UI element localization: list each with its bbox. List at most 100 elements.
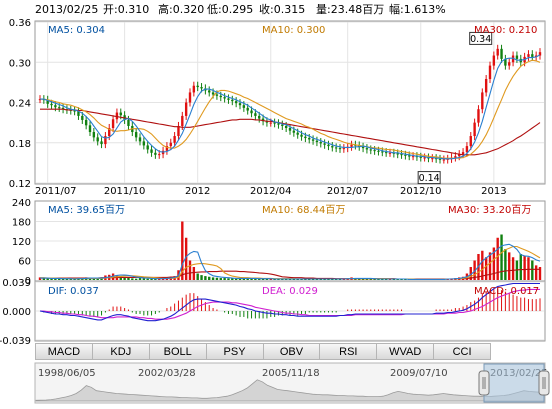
price-candle [127,119,130,126]
header-volume: 量:23.48百万 [316,3,384,16]
volume-bar [61,279,65,280]
macd-lines [39,282,540,322]
price-annotation-label: 0.14 [419,173,440,184]
indicator-tab-bar: MACD KDJ BOLL PSY OBV RSI WVAD CCI [35,343,491,360]
price-candle [423,157,426,159]
volume-bar [369,279,372,280]
price-candle [496,48,499,56]
price-ma-lines [40,54,541,160]
volume-bar [150,279,153,280]
price-candle [192,85,196,93]
volume-bar [538,267,542,280]
price-candle [211,92,215,95]
price-candle [219,95,222,98]
volume-bar [381,279,384,280]
price-candle [288,127,292,131]
price-candle [304,136,307,139]
price-candle [469,136,472,147]
price-candle [173,136,176,143]
macd-dea-line [40,288,540,320]
volume-bar [246,278,249,280]
price-candle [258,115,261,119]
volume-y-tick: 240 [12,198,31,209]
volume-grid [36,221,544,261]
price-candle [458,154,461,157]
volume-bar [92,278,96,280]
volume-bar [484,257,488,280]
macd-y-tick: 0.039 [2,278,31,289]
tab-kdj[interactable]: KDJ [93,344,150,359]
volume-bar [469,267,472,280]
price-candle [208,90,211,93]
price-candle [477,109,480,123]
tab-wvad[interactable]: WVAD [377,344,435,359]
volume-bar [519,254,522,280]
volume-bar [50,278,53,280]
price-candle [396,153,399,155]
volume-bar [100,278,103,280]
tab-rsi[interactable]: RSI [320,344,378,359]
header-change: 幅:1.613% [389,3,446,16]
price-candle [169,142,172,147]
price-candle [54,105,57,108]
overview-date-label: 2002/03/28 [138,368,196,379]
price-candle [350,144,353,147]
volume-bar [96,278,99,280]
price-candle [500,48,503,59]
price-candle [534,55,538,57]
price-candle [488,65,492,80]
price-candle [373,150,376,152]
overview-left-handle[interactable] [478,370,490,396]
tab-obv[interactable]: OBV [264,344,321,359]
price-candle [327,144,330,147]
price-candle [158,154,161,156]
volume-bar [215,277,219,280]
volume-bar [358,278,361,280]
price-candle [50,103,53,106]
price-candle [196,85,199,88]
price-candle [165,146,169,151]
volume-y-tick: 60 [18,257,31,268]
price-candle [454,156,457,158]
price-x-tick: 2012/04 [250,186,292,197]
price-y-tick: 0.30 [9,58,31,69]
macd-legend-dif: DIF: 0.037 [48,286,99,297]
volume-y-tick: 120 [12,237,31,248]
volume-bar [527,257,530,280]
volume-bar [361,279,365,280]
tab-macd[interactable]: MACD [36,344,93,359]
price-x-tick: 2011/07 [35,186,77,197]
tab-psy[interactable]: PSY [207,344,264,359]
price-panel: 0.340.14 0.360.300.240.180.12 2011/07 201… [9,18,546,197]
price-candle [181,115,184,126]
price-y-tick: 0.36 [9,18,31,29]
volume-bar [200,275,203,280]
price-candle [115,112,119,120]
price-candle [108,127,111,137]
tab-cci[interactable]: CCI [452,346,472,358]
overview-date-label: 2009/07/10 [390,368,448,379]
price-candle [461,152,465,155]
volume-bar [500,234,503,280]
price-candle [234,101,238,104]
price-annotation-label: 0.34 [470,34,491,45]
volume-bar [211,277,215,280]
price-candle [481,92,484,110]
overview-right-handle[interactable] [538,370,550,396]
price-candle [242,105,246,108]
volume-bar [242,278,246,280]
price-ma30-line [40,108,541,156]
price-candle [265,121,269,123]
macd-dif-line [39,282,540,322]
volume-bar [223,278,226,280]
tab-boll[interactable]: BOLL [150,344,207,359]
overview-selection-window[interactable] [483,363,545,403]
overview-navigator[interactable]: 1998/06/05 2002/03/28 2005/11/18 2009/07/10… [34,362,550,404]
volume-bar [138,278,142,280]
price-x-tick-labels: 2011/07 2011/10 2012 2012/04 2012/07 2012/10 2… [35,186,507,197]
price-candle [508,62,511,66]
volume-bar [269,278,272,280]
price-candle [527,54,530,57]
price-candle [342,148,346,150]
price-candle [296,132,299,135]
